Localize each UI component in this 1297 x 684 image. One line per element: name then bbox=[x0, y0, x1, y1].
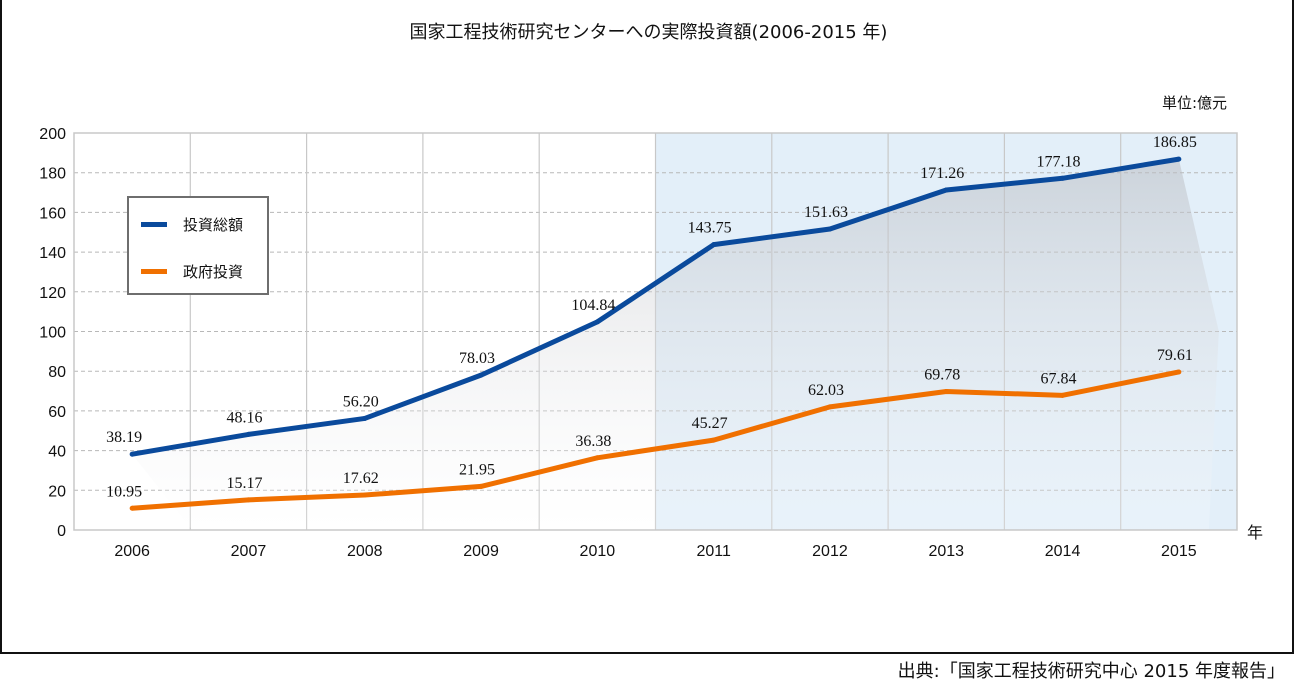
data-point bbox=[1060, 175, 1066, 181]
data-label: 48.16 bbox=[226, 409, 262, 426]
y-tick-label: 20 bbox=[48, 483, 66, 500]
source-note: 出典:「国家工程技術研究中心 2015 年度報告」 bbox=[897, 661, 1285, 682]
data-point bbox=[1176, 156, 1182, 162]
data-label: 78.03 bbox=[459, 350, 495, 367]
data-label: 15.17 bbox=[226, 475, 262, 492]
data-label: 21.95 bbox=[459, 461, 495, 478]
data-label: 45.27 bbox=[692, 415, 728, 432]
chart-title: 国家工程技術研究センターへの実際投資額(2006-2015 年) bbox=[409, 22, 888, 43]
data-label: 62.03 bbox=[808, 382, 844, 399]
data-label: 177.18 bbox=[1037, 153, 1081, 170]
data-point bbox=[594, 319, 600, 325]
data-point bbox=[711, 242, 717, 248]
data-label: 56.20 bbox=[343, 393, 379, 410]
y-tick-label: 160 bbox=[39, 205, 66, 222]
data-point bbox=[943, 187, 949, 193]
data-point bbox=[362, 492, 368, 498]
data-point bbox=[245, 497, 251, 503]
data-label: 151.63 bbox=[804, 204, 848, 221]
legend-label-government: 政府投資 bbox=[183, 263, 244, 281]
y-tick-label: 80 bbox=[48, 364, 66, 381]
data-point bbox=[943, 388, 949, 394]
data-label: 36.38 bbox=[575, 433, 611, 450]
y-tick-label: 180 bbox=[39, 166, 66, 183]
legend-swatch-total bbox=[141, 222, 167, 227]
unit-label: 単位:億元 bbox=[1161, 94, 1227, 112]
y-tick-label: 60 bbox=[48, 404, 66, 421]
y-tick-label: 120 bbox=[39, 285, 66, 302]
chart-frame bbox=[0, 0, 1294, 654]
data-label: 104.84 bbox=[571, 297, 615, 314]
legend-label-total: 投資総額 bbox=[183, 216, 244, 234]
y-tick-label: 100 bbox=[39, 325, 66, 342]
y-tick-label: 40 bbox=[48, 444, 66, 461]
data-label: 171.26 bbox=[920, 165, 964, 182]
data-point bbox=[478, 372, 484, 378]
data-point bbox=[827, 404, 833, 410]
data-label: 186.85 bbox=[1153, 134, 1197, 151]
data-label: 67.84 bbox=[1041, 370, 1077, 387]
legend-item-government: 政府投資 bbox=[141, 261, 243, 282]
data-label: 69.78 bbox=[924, 366, 960, 383]
data-label: 38.19 bbox=[106, 429, 142, 446]
data-label: 143.75 bbox=[688, 220, 732, 237]
y-tick-label: 200 bbox=[39, 126, 66, 143]
x-tick-label: 2013 bbox=[928, 543, 964, 560]
x-tick-label: 2007 bbox=[231, 543, 267, 560]
legend-item-total: 投資総額 bbox=[141, 214, 243, 235]
legend-swatch-government bbox=[141, 269, 167, 274]
data-point bbox=[478, 483, 484, 489]
y-tick-label: 140 bbox=[39, 245, 66, 262]
chart-frame-left-border bbox=[0, 0, 2, 654]
data-label: 10.95 bbox=[106, 483, 142, 500]
x-axis-label: 年 bbox=[1247, 524, 1263, 542]
data-point bbox=[1176, 369, 1182, 375]
series-line-0 bbox=[131, 156, 1180, 457]
total-area-shade bbox=[132, 159, 1219, 530]
data-label: 79.61 bbox=[1157, 347, 1193, 364]
data-point bbox=[827, 226, 833, 232]
x-tick-label: 2008 bbox=[347, 543, 383, 560]
data-point bbox=[245, 431, 251, 437]
x-tick-label: 2012 bbox=[812, 543, 848, 560]
data-point bbox=[362, 415, 368, 421]
data-label: 17.62 bbox=[343, 470, 379, 487]
legend: 投資総額 政府投資 bbox=[127, 196, 269, 295]
x-tick-label: 2011 bbox=[696, 543, 731, 560]
x-tick-label: 2014 bbox=[1045, 543, 1081, 560]
data-point bbox=[1060, 392, 1066, 398]
data-point bbox=[711, 437, 717, 443]
x-tick-label: 2010 bbox=[580, 543, 616, 560]
x-tick-label: 2009 bbox=[463, 543, 499, 560]
data-point bbox=[129, 451, 135, 457]
y-tick-label: 0 bbox=[57, 523, 66, 540]
data-point bbox=[129, 505, 135, 511]
x-tick-label: 2006 bbox=[114, 543, 150, 560]
data-point bbox=[594, 455, 600, 461]
x-tick-label: 2015 bbox=[1161, 543, 1197, 560]
series-line-1 bbox=[131, 369, 1180, 511]
plot-border bbox=[73, 132, 1238, 531]
